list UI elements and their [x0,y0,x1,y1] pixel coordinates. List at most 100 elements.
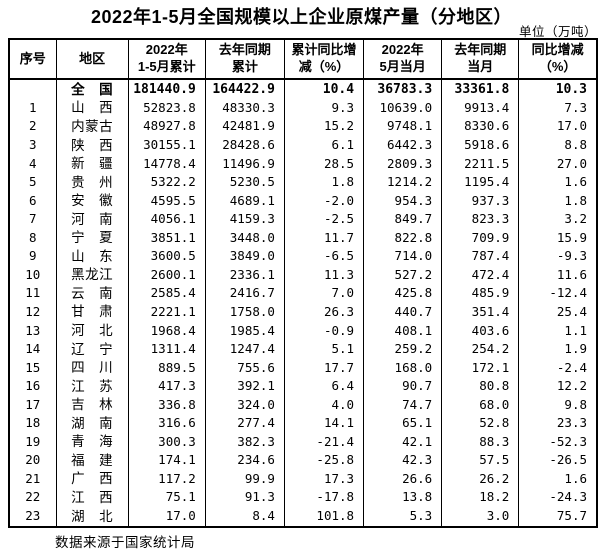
row-value: 1.6 [518,173,598,192]
row-value: 4159.3 [204,210,285,229]
row-seq: 9 [8,247,57,266]
row-value: 11.7 [283,228,365,248]
row-value: -2.5 [283,210,365,229]
row-seq: 2 [8,117,57,137]
row-value: 2221.1 [127,302,206,322]
row-value: 1.9 [518,340,598,359]
row-value: 316.6 [127,414,206,433]
table-row: 22 江 西 75.1 91.3 -17.8 13.8 18.2 -24.3 [8,488,598,507]
table-row: 2 内蒙古 48927.8 42481.9 15.2 9748.1 8330.6 17.0 [8,117,598,137]
row-value: 351.4 [441,302,520,322]
row-value: 28428.6 [204,136,285,155]
row-value: 48330.3 [204,98,285,118]
row-value: 5322.2 [127,173,206,192]
row-value: 7.3 [518,98,598,118]
row-value: 42.1 [363,432,443,452]
row-value: 425.8 [363,284,443,303]
row-value: 30155.1 [127,136,206,155]
row-value: 17.0 [518,117,598,137]
row-value: 4689.1 [204,191,285,211]
table-row: 16 江 苏 417.3 392.1 6.4 90.7 80.8 12.2 [8,377,598,396]
row-region: 贵 州 [55,173,129,192]
row-value: 101.8 [283,506,365,527]
row-value: 2585.4 [127,284,206,303]
row-region: 山 西 [55,98,129,118]
row-region: 广 西 [55,469,129,489]
row-value: 382.3 [204,432,285,452]
unit-label: 单位（万吨） [518,25,597,39]
row-value: 755.6 [204,358,285,378]
row-value: 42.3 [363,451,443,470]
row-value: -52.3 [518,432,598,452]
row-region: 青 海 [55,432,129,452]
row-region: 陕 西 [55,136,129,155]
row-value: 18.2 [441,488,520,507]
row-region: 四 川 [55,358,129,378]
row-value: 74.7 [363,395,443,415]
row-value: 168.0 [363,358,443,378]
row-value: 48927.8 [127,117,206,137]
row-value: -17.8 [283,488,365,507]
row-region: 河 南 [55,210,129,229]
row-region: 黑龙江 [55,265,129,285]
row-value: 68.0 [441,395,520,415]
row-value: 4056.1 [127,210,206,229]
row-value: 10639.0 [363,98,443,118]
row-value: -2.0 [283,191,365,211]
column-header: 去年同期 当月 [441,39,520,80]
row-value: 8.4 [204,506,285,527]
row-seq: 11 [8,284,57,303]
column-header: 累计同比增 减（%） [283,39,365,80]
row-value: 472.4 [441,265,520,285]
row-value: 408.1 [363,321,443,341]
column-header: 去年同期 累计 [204,39,285,80]
row-value: 5.1 [283,340,365,359]
row-value: 1.6 [518,469,598,489]
row-value: 75.1 [127,488,206,507]
row-region: 江 西 [55,488,129,507]
table-row: 17 吉 林 336.8 324.0 4.0 74.7 68.0 9.8 [8,395,598,415]
row-seq [8,79,57,99]
row-value: 527.2 [363,265,443,285]
row-seq: 21 [8,469,57,489]
row-value: 10.3 [518,79,598,99]
row-seq: 10 [8,265,57,285]
row-region: 内蒙古 [55,117,129,137]
table-row: 20 福 建 174.1 234.6 -25.8 42.3 57.5 -26.5 [8,451,598,470]
row-value: 25.4 [518,302,598,322]
row-seq: 16 [8,377,57,396]
row-value: -6.5 [283,247,365,266]
row-value: 28.5 [283,154,365,174]
row-seq: 1 [8,98,57,118]
row-value: 823.3 [441,210,520,229]
row-value: 259.2 [363,340,443,359]
row-value: 1968.4 [127,321,206,341]
table-row-national: 全 国 181440.9 164422.9 10.4 36783.3 33361.8 10.… [8,79,598,99]
row-value: 336.8 [127,395,206,415]
row-value: -0.9 [283,321,365,341]
row-value: 392.1 [204,377,285,396]
row-seq: 4 [8,154,57,174]
row-value: 117.2 [127,469,206,489]
row-value: 36783.3 [363,79,443,99]
row-value: 26.3 [283,302,365,322]
row-value: 33361.8 [441,79,520,99]
row-value: 2211.5 [441,154,520,174]
row-value: 88.3 [441,432,520,452]
row-value: 14.1 [283,414,365,433]
row-value: 75.7 [518,506,598,527]
row-value: 8330.6 [441,117,520,137]
row-value: 12.2 [518,377,598,396]
row-value: 709.9 [441,228,520,248]
row-value: 1985.4 [204,321,285,341]
row-value: 324.0 [204,395,285,415]
row-value: 1195.4 [441,173,520,192]
row-value: 2809.3 [363,154,443,174]
row-value: 1311.4 [127,340,206,359]
row-value: 11496.9 [204,154,285,174]
row-value: 485.9 [441,284,520,303]
row-value: 15.9 [518,228,598,248]
row-value: 5230.5 [204,173,285,192]
